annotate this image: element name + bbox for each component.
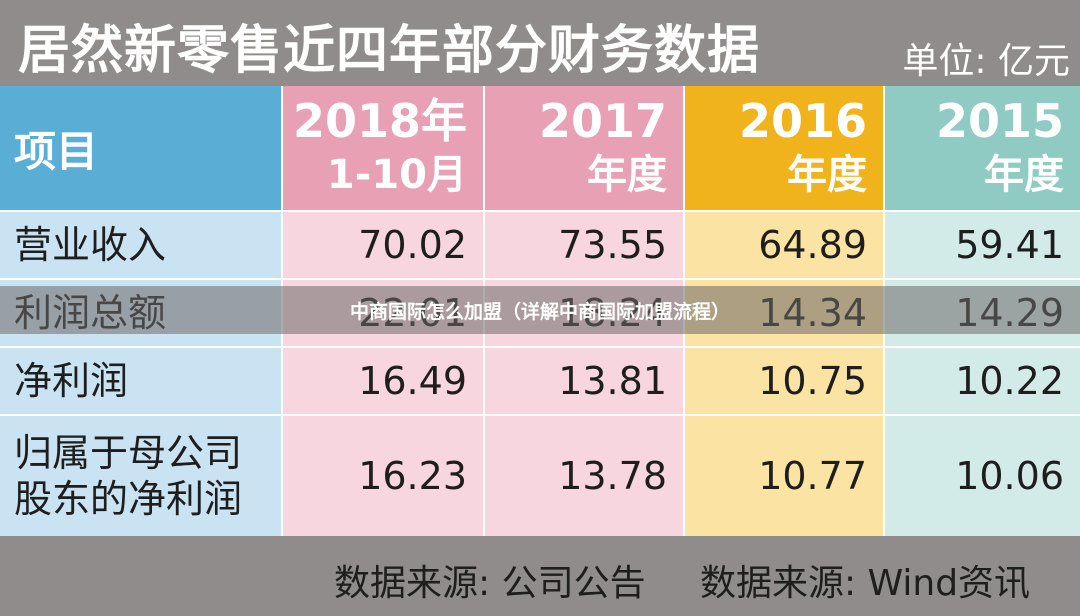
- row-label-line1: 归属于母公司: [14, 431, 243, 475]
- value-cell: 70.02: [283, 212, 483, 278]
- value-cell: 10.22: [885, 348, 1080, 414]
- source-wind: 数据来源: Wind资讯: [700, 563, 1031, 604]
- header-column-1: 2018年 1-10月: [283, 86, 483, 210]
- header-column-line1: 2017: [538, 94, 667, 148]
- value-cell: 10.77: [685, 416, 883, 536]
- header-column-line2: 年度: [787, 152, 867, 198]
- footer: 数据来源: 公司公告 数据来源: Wind资讯: [0, 540, 1080, 616]
- row-label-line1: 营业收入: [14, 223, 167, 267]
- caption-overlay-band: 中商国际怎么加盟（详解中商国际加盟流程）: [0, 286, 1080, 334]
- row-label-line2: 股东的净利润: [14, 477, 243, 521]
- header-column-line2: 1-10月: [326, 152, 467, 198]
- value-cell: 10.06: [885, 416, 1080, 536]
- value-cell: 16.23: [283, 416, 483, 536]
- header-column-2: 2017 年度: [485, 86, 683, 210]
- title-bar: 居然新零售近四年部分财务数据 单位: 亿元: [0, 0, 1080, 84]
- header-item: 项目: [0, 86, 281, 210]
- value-cell: 64.89: [685, 212, 883, 278]
- source-company-announcement: 数据来源: 公司公告: [334, 563, 646, 604]
- value-cell: 16.49: [283, 348, 483, 414]
- value-cell: 13.78: [485, 416, 683, 536]
- row-label: 归属于母公司 股东的净利润: [0, 416, 281, 536]
- header-column-line2: 年度: [587, 152, 667, 198]
- row-label: 营业收入: [0, 212, 281, 278]
- value-cell: 10.75: [685, 348, 883, 414]
- header-column-line1: 2016: [738, 94, 867, 148]
- financial-data-table: 项目 2018年 1-10月 2017 年度 2016 年度 2015 年度 营业收入 70.02 7…: [0, 86, 1080, 536]
- chart-title: 居然新零售近四年部分财务数据: [18, 21, 761, 81]
- value-cell: 13.81: [485, 348, 683, 414]
- header-column-line2: 年度: [984, 152, 1064, 198]
- unit-label: 单位: 亿元: [902, 41, 1070, 82]
- header-column-line1: 2018年: [292, 94, 467, 148]
- row-label-line1: 净利润: [14, 359, 129, 403]
- value-cell: 59.41: [885, 212, 1080, 278]
- value-cell: 73.55: [485, 212, 683, 278]
- caption-overlay-text: 中商国际怎么加盟（详解中商国际加盟流程）: [349, 300, 730, 323]
- header-column-3: 2016 年度: [685, 86, 883, 210]
- header-column-line1: 2015: [935, 94, 1064, 148]
- row-label: 净利润: [0, 348, 281, 414]
- header-column-4: 2015 年度: [885, 86, 1080, 210]
